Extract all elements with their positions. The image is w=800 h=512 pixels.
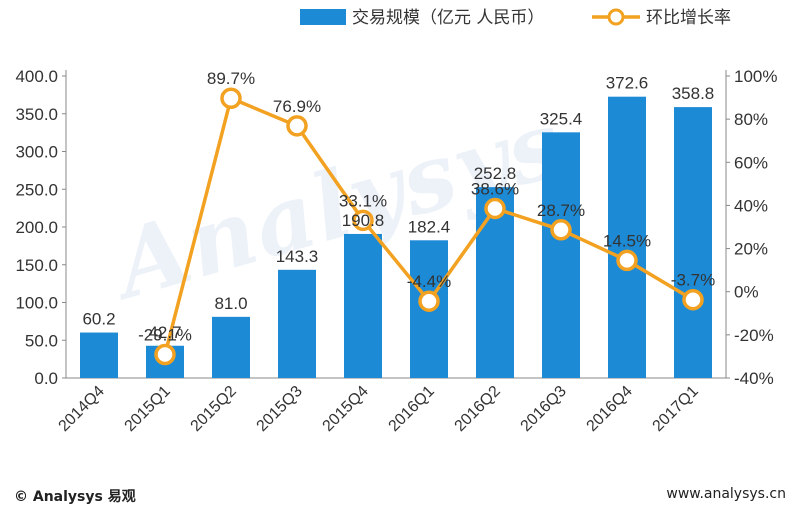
footer-url: www.analysys.cn (666, 486, 786, 502)
bar (608, 96, 646, 378)
x-tick-label: 2016Q1 (386, 383, 438, 435)
y-left-tick-label: 0.0 (34, 369, 58, 388)
growth-marker (220, 87, 242, 109)
y-left-tick-label: 350.0 (15, 105, 58, 124)
growth-value-label: 28.7% (537, 201, 585, 220)
bar-value-label: 252.8 (474, 164, 517, 183)
growth-value-label: -4.4% (407, 272, 451, 291)
y-right-tick-label: -40% (734, 369, 774, 388)
growth-marker (682, 288, 704, 311)
legend-line-marker (607, 8, 625, 26)
x-tick-label: 2017Q1 (650, 383, 702, 435)
bar (344, 233, 382, 378)
x-tick-label: 2016Q2 (452, 383, 504, 435)
bar (542, 132, 580, 378)
legend-bar-label: 交易规模（亿元 人民币） (352, 8, 544, 28)
y-right-tick-label: 40% (734, 196, 768, 215)
x-tick-label: 2015Q2 (188, 383, 240, 435)
bar (278, 269, 316, 378)
bar (212, 316, 250, 378)
growth-marker (418, 290, 440, 312)
y-left-tick-label: 150.0 (15, 256, 58, 275)
growth-marker (484, 197, 506, 220)
x-tick-label: 2015Q3 (254, 383, 306, 435)
bar-value-label: 190.8 (342, 211, 385, 230)
growth-value-label: 14.5% (603, 231, 651, 250)
growth-value-label: 33.1% (339, 191, 387, 210)
x-tick-label: 2014Q4 (56, 383, 108, 435)
y-right-tick-label: 100% (734, 67, 777, 86)
growth-marker (352, 209, 374, 232)
footer-copyright: © Analysys 易观 (14, 489, 136, 505)
y-right-tick-label: -20% (734, 326, 774, 345)
bar-value-label: 143.3 (276, 247, 319, 266)
y-right-tick-label: 60% (734, 153, 768, 172)
bar-value-label: 42.7 (148, 323, 181, 342)
y-right-tick-label: 0% (734, 283, 759, 302)
y-left-tick-label: 300.0 (15, 143, 58, 162)
bar-value-label: 60.2 (82, 310, 115, 329)
x-tick-label: 2015Q4 (320, 383, 372, 435)
bar-value-label: 372.6 (606, 74, 649, 93)
bar-value-label: 358.8 (672, 84, 715, 103)
growth-marker (616, 249, 638, 272)
y-left-tick-label: 100.0 (15, 294, 58, 313)
y-left-tick-label: 50.0 (25, 331, 58, 350)
growth-value-label: 76.9% (273, 97, 321, 116)
y-left-tick-label: 400.0 (15, 67, 58, 86)
growth-value-label: 89.7% (207, 69, 255, 88)
y-left-tick-label: 250.0 (15, 180, 58, 199)
growth-marker (550, 219, 572, 241)
bar (80, 332, 118, 378)
legend-line-label: 环比增长率 (646, 8, 731, 28)
y-left-tick-label: 200.0 (15, 218, 58, 237)
legend-bar-swatch (300, 9, 346, 25)
x-tick-label: 2016Q3 (518, 383, 570, 435)
growth-marker (154, 343, 176, 366)
y-right-tick-label: 20% (734, 240, 768, 259)
growth-value-label: 38.6% (471, 179, 519, 198)
bar-value-label: 182.4 (408, 217, 451, 236)
bar-value-label: 325.4 (540, 109, 583, 128)
y-right-tick-label: 80% (734, 110, 768, 129)
bar (674, 107, 712, 378)
x-tick-label: 2016Q4 (584, 383, 636, 435)
growth-marker (286, 115, 308, 137)
bar-value-label: 81.0 (214, 294, 247, 313)
growth-value-label: -29.1% (138, 325, 192, 344)
x-tick-label: 2015Q1 (122, 383, 174, 435)
growth-value-label: -3.7% (671, 271, 715, 290)
